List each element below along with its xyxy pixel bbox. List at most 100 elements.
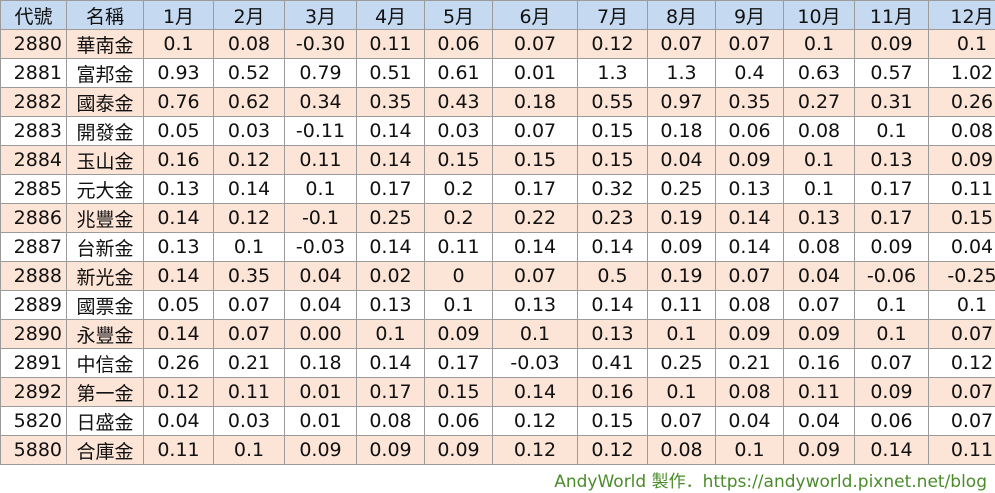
column-header: 11月 (854, 0, 929, 30)
eps-value-cell: 0.12 (928, 348, 995, 378)
eps-value-cell: 0.07 (492, 116, 578, 146)
eps-value-cell: 0.09 (854, 29, 929, 59)
eps-value-cell: -0.1 (284, 203, 357, 233)
stock-code-cell: 2891 (0, 348, 67, 378)
eps-value-cell: 0.06 (424, 406, 493, 436)
eps-value-cell: 0.14 (356, 145, 425, 175)
eps-value-cell: 0.01 (492, 58, 578, 88)
eps-value-cell: 0.04 (284, 261, 357, 291)
company-name-cell: 玉山金 (66, 145, 144, 175)
eps-value-cell: 0.4 (715, 58, 784, 88)
eps-value-cell: 0.13 (143, 174, 214, 204)
eps-value-cell: 0.09 (424, 319, 493, 349)
eps-value-cell: 0.14 (854, 435, 929, 465)
eps-value-cell: 0.17 (854, 174, 929, 204)
column-header: 1月 (143, 0, 214, 30)
eps-value-cell: 0.21 (715, 348, 784, 378)
eps-value-cell: 0.14 (356, 116, 425, 146)
eps-value-cell: 0.18 (492, 87, 578, 117)
eps-value-cell: 0.08 (213, 29, 285, 59)
eps-value-cell: 0.13 (783, 203, 855, 233)
eps-value-cell: 0.18 (647, 116, 716, 146)
eps-value-cell: 0.1 (356, 319, 425, 349)
table-row: 2885 元大金 0.13 0.14 0.1 0.17 0.2 0.17 0.32 0.25 0.1… (0, 174, 995, 204)
stock-code-cell: 5880 (0, 435, 67, 465)
eps-value-cell: 0.04 (284, 290, 357, 320)
eps-value-cell: 0.63 (783, 58, 855, 88)
eps-value-cell: 0.11 (647, 290, 716, 320)
eps-value-cell: 0.04 (928, 232, 995, 262)
eps-value-cell: 1.3 (577, 58, 648, 88)
eps-value-cell: 0.07 (213, 290, 285, 320)
eps-value-cell: 0.01 (284, 406, 357, 436)
eps-value-cell: 0.11 (783, 377, 855, 407)
eps-value-cell: 0.04 (715, 406, 784, 436)
stock-code-cell: 2888 (0, 261, 67, 291)
eps-value-cell: 0.09 (928, 145, 995, 175)
eps-value-cell: 0.1 (854, 116, 929, 146)
table-row: 2884 玉山金 0.16 0.12 0.11 0.14 0.15 0.15 0.15 0.04 0… (0, 145, 995, 175)
eps-value-cell: 0.15 (577, 116, 648, 146)
eps-value-cell: 0.09 (783, 319, 855, 349)
company-name-cell: 永豐金 (66, 319, 144, 349)
company-name-cell: 新光金 (66, 261, 144, 291)
eps-value-cell: -0.30 (284, 29, 357, 59)
eps-value-cell: 0.08 (647, 435, 716, 465)
eps-value-cell: 0.07 (492, 29, 578, 59)
eps-value-cell: 0.15 (424, 145, 493, 175)
eps-value-cell: 0.25 (356, 203, 425, 233)
eps-value-cell: 0.05 (143, 116, 214, 146)
table-row: 5880 合庫金 0.11 0.1 0.09 0.09 0.09 0.12 0.12 0.08 0.… (0, 435, 995, 465)
table-header-row: 代號 名稱 1月 2月 3月 4月 5月 6月 7月 8月 9月 10月 11月 12月 (0, 0, 995, 30)
eps-value-cell: 0.13 (577, 319, 648, 349)
eps-value-cell: 0.11 (928, 174, 995, 204)
eps-value-cell: 0.09 (284, 435, 357, 465)
eps-value-cell: 0.18 (284, 348, 357, 378)
eps-value-cell: 0 (424, 261, 493, 291)
table-row: 2880 華南金 0.1 0.08 -0.30 0.11 0.06 0.07 0.12 0.07 0… (0, 29, 995, 59)
eps-value-cell: 0.79 (284, 58, 357, 88)
eps-value-cell: 0.19 (647, 261, 716, 291)
eps-value-cell: 0.15 (492, 145, 578, 175)
eps-value-cell: 0.16 (143, 145, 214, 175)
eps-value-cell: 0.13 (143, 232, 214, 262)
column-header: 7月 (577, 0, 648, 30)
eps-value-cell: 0.14 (356, 348, 425, 378)
eps-value-cell: 0.31 (854, 87, 929, 117)
eps-value-cell: 0.14 (356, 232, 425, 262)
eps-value-cell: 0.11 (213, 377, 285, 407)
eps-value-cell: 0.13 (715, 174, 784, 204)
eps-value-cell: 0.14 (492, 232, 578, 262)
eps-value-cell: 0.21 (213, 348, 285, 378)
eps-value-cell: 0.25 (647, 348, 716, 378)
eps-value-cell: 0.1 (647, 319, 716, 349)
eps-value-cell: 0.07 (783, 290, 855, 320)
eps-value-cell: 0.1 (854, 290, 929, 320)
eps-value-cell: 0.08 (783, 232, 855, 262)
eps-value-cell: 1.3 (647, 58, 716, 88)
table-row: 2888 新光金 0.14 0.35 0.04 0.02 0 0.07 0.5 0.19 0.07 0… (0, 261, 995, 291)
company-name-cell: 富邦金 (66, 58, 144, 88)
eps-value-cell: 0.11 (143, 435, 214, 465)
eps-value-cell: 0.09 (715, 319, 784, 349)
eps-value-cell: 0.09 (854, 232, 929, 262)
eps-value-cell: 0.5 (577, 261, 648, 291)
eps-value-cell: 0.15 (424, 377, 493, 407)
eps-value-cell: 0.2 (424, 203, 493, 233)
eps-value-cell: 0.13 (492, 290, 578, 320)
eps-value-cell: 0.22 (492, 203, 578, 233)
eps-value-cell: 0.14 (143, 319, 214, 349)
stock-code-cell: 5820 (0, 406, 67, 436)
eps-value-cell: 0.04 (783, 406, 855, 436)
eps-value-cell: 0.93 (143, 58, 214, 88)
eps-value-cell: -0.11 (284, 116, 357, 146)
eps-value-cell: 0.1 (854, 319, 929, 349)
company-name-cell: 中信金 (66, 348, 144, 378)
company-name-cell: 國泰金 (66, 87, 144, 117)
eps-value-cell: 0.32 (577, 174, 648, 204)
company-name-cell: 日盛金 (66, 406, 144, 436)
eps-table: 代號 名稱 1月 2月 3月 4月 5月 6月 7月 8月 9月 10月 11月 12月 2880 華南金 0… (0, 0, 995, 465)
eps-value-cell: -0.25 (928, 261, 995, 291)
eps-value-cell: 0.14 (577, 290, 648, 320)
eps-value-cell: 0.17 (424, 348, 493, 378)
